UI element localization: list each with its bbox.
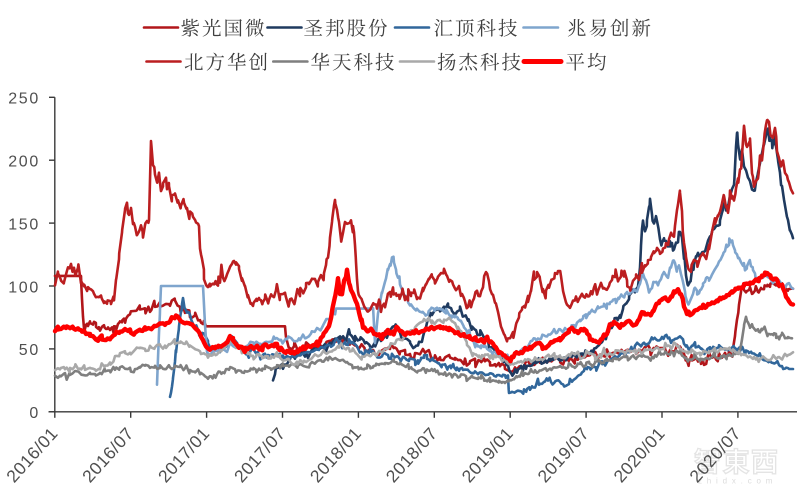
svg-text:200: 200 bbox=[8, 154, 40, 171]
svg-text:150: 150 bbox=[8, 216, 40, 233]
svg-text:zhidx.com: zhidx.com bbox=[698, 477, 777, 486]
svg-text:50: 50 bbox=[19, 342, 40, 359]
svg-text:100: 100 bbox=[8, 279, 40, 296]
svg-text:250: 250 bbox=[8, 91, 40, 108]
svg-text:0: 0 bbox=[29, 405, 40, 422]
